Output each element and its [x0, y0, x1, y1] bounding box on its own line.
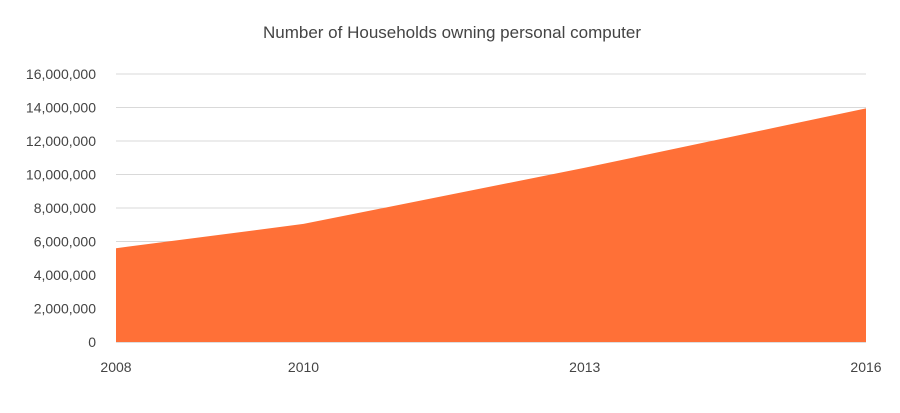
- x-tick-label: 2013: [569, 359, 600, 375]
- y-tick-label: 14,000,000: [26, 100, 96, 116]
- x-tick-label: 2010: [288, 359, 319, 375]
- x-axis: 2008 2010 2013 2016: [100, 359, 881, 375]
- area-series-0: [116, 108, 866, 343]
- y-tick-label: 4,000,000: [34, 267, 96, 283]
- x-tick-label: 2016: [850, 359, 881, 375]
- y-axis: 0 2,000,000 4,000,000 6,000,000 8,000,000 10,…: [26, 66, 96, 350]
- y-tick-label: 6,000,000: [34, 234, 96, 250]
- y-tick-label: 2,000,000: [34, 301, 96, 317]
- plot-area: [116, 108, 866, 343]
- y-tick-label: 0: [88, 334, 96, 350]
- y-tick-label: 12,000,000: [26, 133, 96, 149]
- y-tick-label: 10,000,000: [26, 167, 96, 183]
- y-tick-label: 16,000,000: [26, 66, 96, 82]
- y-tick-label: 8,000,000: [34, 200, 96, 216]
- x-tick-label: 2008: [100, 359, 131, 375]
- chart-title: Number of Households owning personal com…: [263, 23, 641, 42]
